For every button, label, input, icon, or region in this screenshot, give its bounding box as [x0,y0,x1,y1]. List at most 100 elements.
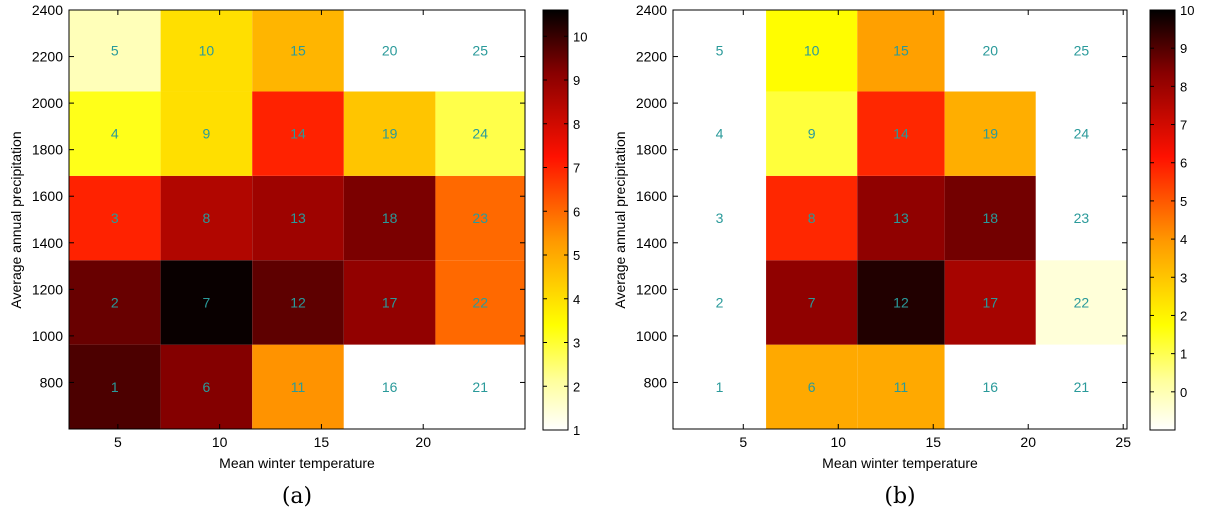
heatmap-b-cells [673,10,1127,429]
y-tick-label: 1000 [636,328,667,344]
heatmap-cell [69,91,161,176]
x-tick-label: 20 [1020,434,1036,450]
heatmap-cell [1035,91,1127,176]
heatmap-cell [343,344,436,429]
heatmap-cell [343,260,436,345]
heatmap-cell [160,10,253,92]
heatmap-cell [435,260,525,345]
y-tick-label: 1600 [32,188,63,204]
cell-label: 17 [982,294,998,310]
y-tick-label: 2000 [636,95,667,111]
colorbar-tick-label: 2 [573,379,580,394]
cell-label: 1 [716,379,724,395]
cell-label: 10 [804,43,820,59]
heatmap-cell [435,10,525,92]
colorbar-tick-label: 8 [1180,79,1187,94]
cell-label: 17 [382,294,398,310]
cell-label: 14 [893,126,909,142]
cell-label: 6 [808,379,816,395]
x-tick-label: 25 [1115,434,1131,450]
y-tick-label: 1200 [636,281,667,297]
heatmap-cell [1035,10,1127,92]
heatmap-cell [160,91,253,176]
colorbar-tick-label: 10 [1180,3,1194,18]
x-tick-label: 10 [212,434,228,450]
colorbar-tick-label: 1 [1180,347,1187,362]
heatmap-cell [1035,260,1127,345]
heatmap-cell [252,91,344,176]
cell-label: 12 [893,294,909,310]
y-axis-label-a: Average annual precipitation [8,131,24,308]
x-axis-label-b: Mean winter temperature [822,455,978,471]
panel-label-a: (a) [282,484,312,509]
cell-label: 23 [472,210,488,226]
x-tick-label: 15 [314,434,330,450]
colorbar-tick-label: 10 [573,29,587,44]
y-tick-label: 1200 [32,281,63,297]
colorbar-tick-label: 5 [1180,194,1187,209]
heatmap-cell [673,175,767,261]
y-tick-label: 2200 [32,49,63,65]
cell-label: 8 [203,210,211,226]
panel-a: 1 6 11 16 212 7 12 17 223 8 13 18 234 9 14 19 245 10 15 20 2… [8,2,587,509]
colorbar-tick-label: 7 [1180,118,1187,133]
y-axis-label-b: Average annual precipitation [612,131,628,308]
cell-label: 15 [893,43,909,59]
cell-label: 24 [472,126,488,142]
cell-label: 5 [716,43,724,59]
cell-label: 8 [808,210,816,226]
cell-label: 15 [290,43,306,59]
y-ticks-b: 800 1000 1200 1400 1600 1800 2000 2200 2400 [636,2,1127,390]
y-tick-label: 1800 [636,142,667,158]
cell-label: 14 [290,126,306,142]
y-tick-label: 1000 [32,328,63,344]
heatmap-cell [673,344,767,429]
cell-label: 1 [111,379,119,395]
heatmap-cell [857,10,945,92]
y-tick-label: 2400 [636,2,667,18]
plot-frame-a [68,9,526,430]
cell-label: 13 [893,210,909,226]
plot-frame-b [672,9,1128,430]
cell-label: 4 [111,126,119,142]
heatmap-cell [944,344,1036,429]
heatmap-cell [766,10,858,92]
cell-label: 18 [382,210,398,226]
cell-label: 7 [808,294,816,310]
heatmap-a-cells [69,10,525,429]
panel-b: 1 6 11 16 212 7 12 17 223 8 13 18 234 9 14 19 245 10 15 20 2… [612,2,1194,509]
cell-label: 21 [472,379,488,395]
heatmap-cell [857,91,945,176]
heatmap-cell [435,344,525,429]
heatmap-cell [673,91,767,176]
cell-label: 18 [982,210,998,226]
colorbar-tick-label: 4 [1180,232,1187,247]
cell-label: 4 [716,126,724,142]
heatmap-cell [252,10,344,92]
heatmap-cell [673,260,767,345]
cell-label: 24 [1074,126,1090,142]
cell-label: 9 [203,126,211,142]
y-tick-label: 1600 [636,188,667,204]
cell-label: 9 [808,126,816,142]
cell-label: 12 [290,294,306,310]
y-tick-label: 800 [644,374,668,390]
colorbar-tick-label: 5 [573,248,580,263]
cell-label: 22 [472,294,488,310]
cell-label: 11 [291,379,306,395]
x-axis-label-a: Mean winter temperature [219,455,375,471]
heatmap-cell [69,260,161,345]
colorbar-tick-label: 9 [1180,41,1187,56]
heatmap-cell [944,91,1036,176]
heatmap-cell [944,175,1036,261]
cell-label: 19 [982,126,998,142]
heatmap-cell [857,175,945,261]
colorbar-tick-label: 6 [573,204,580,219]
heatmap-cell [343,10,436,92]
cell-label: 22 [1074,294,1090,310]
y-tick-label: 1400 [636,235,667,251]
y-tick-label: 2400 [32,2,63,18]
heatmap-cell [69,175,161,261]
heatmap-cell [766,91,858,176]
heatmap-cell [766,344,858,429]
